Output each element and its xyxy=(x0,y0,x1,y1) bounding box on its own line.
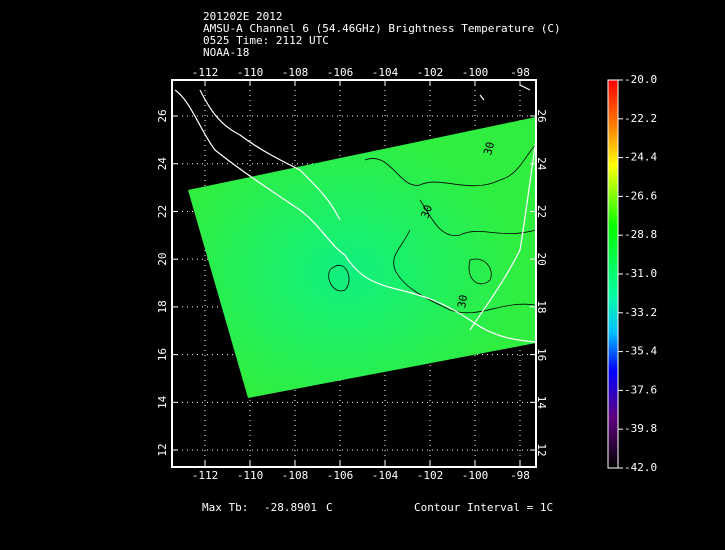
lat-label: 24 xyxy=(156,157,169,171)
lat-label: 22 xyxy=(156,205,169,218)
colorbar xyxy=(607,79,619,469)
lat-label: 14 xyxy=(156,395,169,409)
contour-label: 30 xyxy=(481,140,497,156)
colorbar-label: -22.2 xyxy=(624,112,657,125)
lon-label: -110 xyxy=(237,469,264,482)
lat-label: 22 xyxy=(535,205,548,218)
lat-label: 20 xyxy=(535,253,548,266)
contour-label: 30 xyxy=(455,294,470,309)
colorbar-label: -28.8 xyxy=(624,228,657,241)
lat-label: 12 xyxy=(535,443,548,456)
lat-label: 14 xyxy=(535,396,548,410)
lon-label: -100 xyxy=(462,469,489,482)
lon-label: -98 xyxy=(510,66,530,79)
lon-label: -106 xyxy=(327,469,354,482)
header-line: 201202E 2012 xyxy=(203,10,282,23)
lat-label: 26 xyxy=(156,109,169,122)
lon-label: -102 xyxy=(417,66,444,79)
max-label: Max Tb: xyxy=(202,501,248,514)
colorbar-label: -31.0 xyxy=(624,267,657,280)
contour-label: 30 xyxy=(418,203,435,220)
lon-label: -104 xyxy=(372,469,399,482)
header-line: 0525 Time: 2112 UTC xyxy=(203,34,329,47)
colorbar-label: -24.4 xyxy=(624,151,657,164)
colorbar-label: -26.6 xyxy=(624,189,657,202)
swath xyxy=(188,117,536,398)
lat-label: 18 xyxy=(156,300,169,313)
lat-label: 26 xyxy=(535,109,548,122)
lat-label: 20 xyxy=(156,253,169,266)
colorbar-labels: -20.0 -22.2 -24.4 -26.6 -28.8 -31.0 -33.2 -35.4… xyxy=(618,73,657,474)
lon-label: -110 xyxy=(237,66,264,79)
lon-label: -100 xyxy=(462,66,489,79)
lon-label: -98 xyxy=(510,469,530,482)
coastline xyxy=(174,84,537,343)
colorbar-label: -37.6 xyxy=(624,383,657,396)
lat-label: 18 xyxy=(535,300,548,313)
axes: -112 -112 -110 -110 -108 -108 -106 -106 -104 -104… xyxy=(156,66,548,482)
lat-label: 16 xyxy=(156,348,169,361)
map-frame xyxy=(171,79,537,468)
colorbar-label: -42.0 xyxy=(624,461,657,474)
colorbar-label: -39.8 xyxy=(624,422,657,435)
header-line: NOAA-18 xyxy=(203,46,249,59)
lon-label: -102 xyxy=(417,469,444,482)
lon-label: -108 xyxy=(282,66,309,79)
lon-label: -112 xyxy=(192,469,219,482)
contour-interval: Contour Interval = 1C xyxy=(414,501,553,514)
lon-label: -104 xyxy=(372,66,399,79)
colorbar-label: -33.2 xyxy=(624,306,657,319)
unit: C xyxy=(326,501,333,514)
colorbar-label: -35.4 xyxy=(624,345,657,358)
lon-label: -112 xyxy=(192,66,219,79)
max-value: -28.8901 xyxy=(264,501,317,514)
lat-label: 24 xyxy=(535,157,548,171)
lat-label: 12 xyxy=(156,443,169,456)
lat-label: 16 xyxy=(535,348,548,361)
lon-label: -108 xyxy=(282,469,309,482)
lon-label: -106 xyxy=(327,66,354,79)
header-line: AMSU-A Channel 6 (54.46GHz) Brightness T… xyxy=(203,22,561,35)
colorbar-label: -20.0 xyxy=(624,73,657,86)
